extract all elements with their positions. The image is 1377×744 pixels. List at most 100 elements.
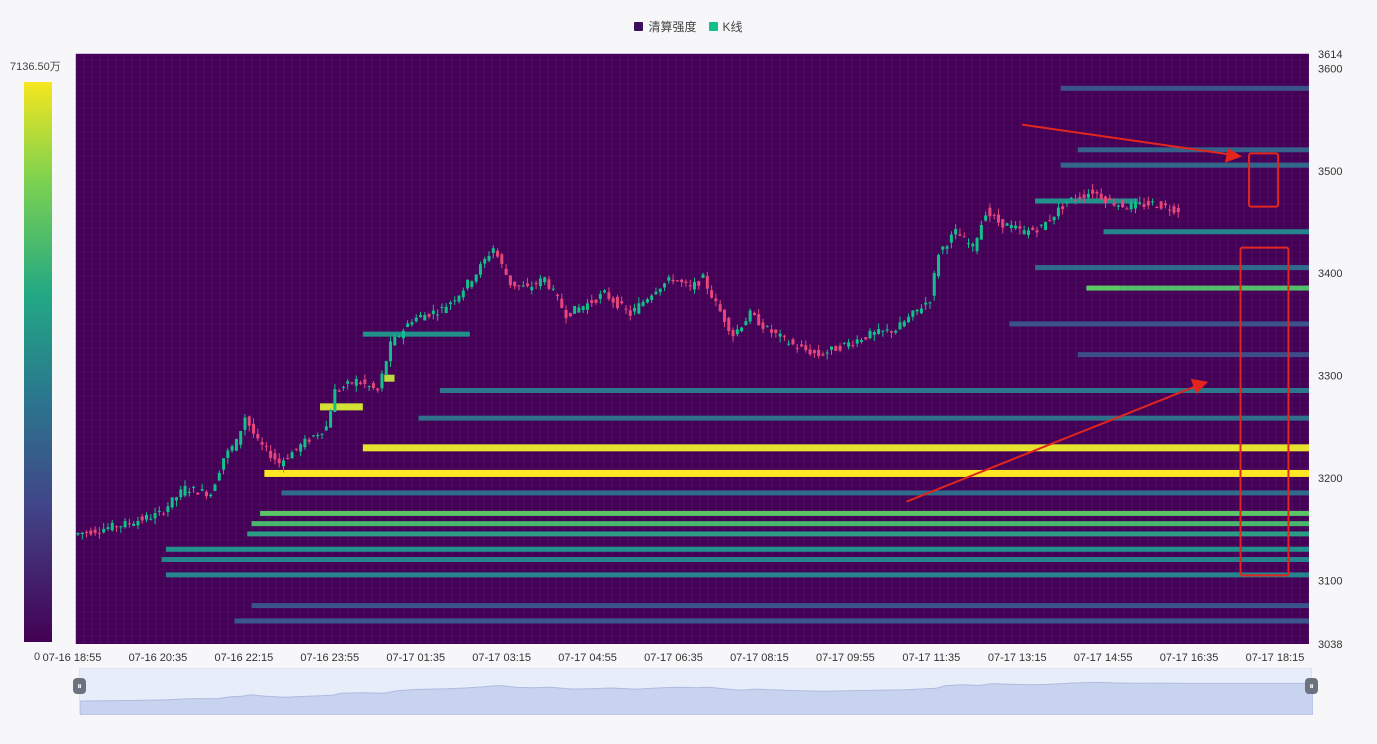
candle-body[interactable] [697,281,701,286]
candle-body[interactable] [885,329,889,331]
candle-body[interactable] [705,275,709,289]
candle-body[interactable] [774,329,778,334]
candle-body[interactable] [551,288,555,290]
candle-body[interactable] [526,283,530,287]
candle-body[interactable] [303,438,307,448]
candle-body[interactable] [667,277,671,281]
candle-body[interactable] [239,431,243,445]
candle-body[interactable] [1022,230,1026,234]
candle-body[interactable] [294,448,298,450]
candle-body[interactable] [448,302,452,305]
candle-body[interactable] [76,533,80,535]
liquidation-band[interactable] [1103,229,1310,235]
candle-body[interactable] [573,305,577,314]
candle-body[interactable] [830,346,833,350]
candle-body[interactable] [504,268,508,275]
candle-body[interactable] [243,417,247,430]
candle-body[interactable] [491,248,495,254]
candle-body[interactable] [466,279,470,289]
candle-body[interactable] [1129,203,1133,210]
candle-body[interactable] [791,339,795,345]
candle-body[interactable] [680,279,684,283]
candle-body[interactable] [902,321,906,327]
candle-body[interactable] [119,526,123,528]
candle-body[interactable] [299,444,303,452]
candle-body[interactable] [393,336,397,346]
liquidation-band[interactable] [320,403,363,411]
candle-body[interactable] [401,330,405,339]
candle-body[interactable] [684,281,688,283]
liquidation-band[interactable] [418,415,1310,421]
candle-body[interactable] [1159,201,1163,209]
candle-body[interactable] [1018,226,1022,229]
candle-body[interactable] [1121,200,1125,208]
candle-body[interactable] [770,329,774,333]
candle-body[interactable] [427,313,431,317]
candle-body[interactable] [170,497,174,508]
candle-body[interactable] [808,349,812,355]
candle-body[interactable] [127,523,131,525]
candle-body[interactable] [371,383,375,389]
candle-body[interactable] [633,307,637,312]
candle-body[interactable] [1095,192,1099,194]
candle-body[interactable] [645,299,649,303]
candle-body[interactable] [102,528,106,533]
liquidation-band[interactable] [1035,265,1309,271]
candle-body[interactable] [1044,222,1048,230]
candle-body[interactable] [110,522,114,531]
candle-body[interactable] [384,361,388,375]
candle-body[interactable] [658,288,662,293]
candle-body[interactable] [534,282,538,285]
candle-body[interactable] [389,341,393,362]
zoom-handle-right[interactable]: ⏸ [1305,678,1318,694]
candle-body[interactable] [958,234,962,236]
candle-body[interactable] [603,290,607,293]
candle-body[interactable] [581,306,585,311]
candle-body[interactable] [949,234,953,243]
candle-body[interactable] [517,285,521,287]
candle-body[interactable] [277,458,281,464]
liquidation-band[interactable] [362,331,470,337]
candle-body[interactable] [157,510,161,512]
candle-body[interactable] [671,279,675,282]
candle-body[interactable] [693,282,696,290]
candle-body[interactable] [727,317,731,332]
candle-body[interactable] [282,460,285,467]
candle-body[interactable] [568,312,572,317]
candle-body[interactable] [675,280,679,282]
candle-body[interactable] [273,453,277,460]
candle-body[interactable] [226,450,230,458]
candle-body[interactable] [123,521,127,528]
candle-body[interactable] [547,279,551,289]
candle-body[interactable] [196,492,200,495]
candle-body[interactable] [932,273,936,296]
candle-body[interactable] [1048,220,1052,222]
candle-body[interactable] [979,225,983,240]
candle-body[interactable] [731,330,735,337]
candle-body[interactable] [821,354,825,356]
candle-body[interactable] [363,379,367,384]
candle-body[interactable] [1108,198,1112,200]
candle-body[interactable] [397,335,401,337]
candle-body[interactable] [1005,223,1009,226]
candle-body[interactable] [380,373,384,389]
candle-body[interactable] [97,532,101,534]
candle-body[interactable] [530,286,534,291]
candle-body[interactable] [1125,208,1129,210]
candle-body[interactable] [842,342,846,344]
candle-body[interactable] [765,326,769,328]
candle-body[interactable] [478,264,482,275]
candle-body[interactable] [1052,216,1056,221]
candle-body[interactable] [992,214,996,216]
candle-body[interactable] [585,303,589,310]
candle-body[interactable] [1069,197,1073,199]
candle-body[interactable] [350,382,354,384]
candle-body[interactable] [431,310,435,314]
candle-body[interactable] [93,529,97,533]
candle-body[interactable] [423,315,427,321]
liquidation-band[interactable] [1120,285,1309,291]
candle-body[interactable] [654,291,658,295]
candle-body[interactable] [710,290,714,298]
candle-body[interactable] [200,489,204,491]
candle-body[interactable] [247,416,251,426]
